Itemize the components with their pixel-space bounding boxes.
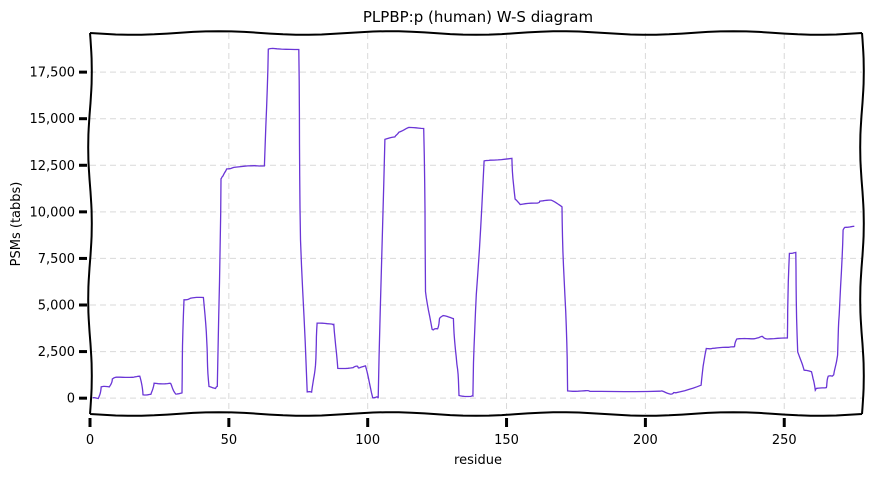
x-tick-label: 200 xyxy=(633,433,658,448)
y-tick-label: 7,500 xyxy=(38,252,75,267)
y-tick-label: 12,500 xyxy=(30,159,76,174)
y-tick-label: 2,500 xyxy=(38,345,75,360)
y-tick-label: 5,000 xyxy=(38,299,75,314)
y-tick-label: 0 xyxy=(67,392,75,407)
chart-title: PLPBP:p (human) W-S diagram xyxy=(363,8,593,26)
x-tick-label: 100 xyxy=(355,433,380,448)
x-tick-label: 250 xyxy=(772,433,797,448)
x-tick-label: 150 xyxy=(494,433,519,448)
x-tick-label: 0 xyxy=(86,433,94,448)
y-axis-label: PSMs (tabbs) xyxy=(9,182,24,267)
gridlines xyxy=(90,33,862,414)
series-line xyxy=(92,47,855,400)
plot-frame xyxy=(87,30,865,417)
x-tick-label: 50 xyxy=(221,433,238,448)
y-tick-label: 15,000 xyxy=(30,112,76,127)
y-tick-label: 17,500 xyxy=(30,66,76,81)
x-axis-label: residue xyxy=(454,453,502,468)
axis-ticks: 0 50 100 150 200 250 0 2,500 5,000 7,500 10,000 12,… xyxy=(30,66,797,448)
y-tick-label: 10,000 xyxy=(30,205,76,220)
